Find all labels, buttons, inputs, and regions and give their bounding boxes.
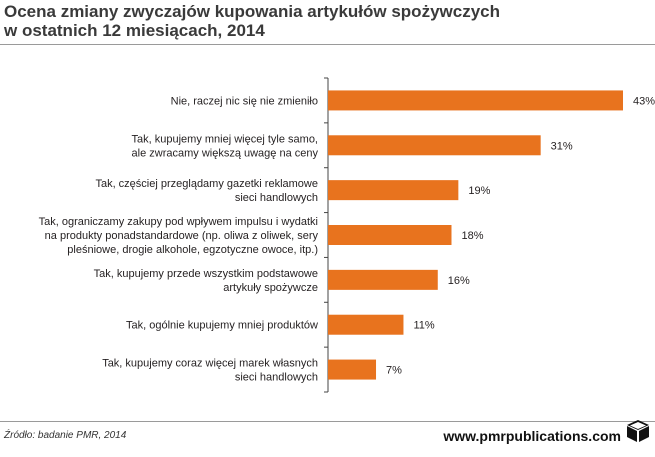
data-label-0: 43% <box>633 95 655 107</box>
category-label-line: sieci handlowych <box>235 372 318 384</box>
data-label-4: 16% <box>448 275 470 287</box>
data-label-1: 31% <box>551 140 573 152</box>
top-divider <box>0 44 655 45</box>
category-label-line: Tak, ogólnie kupujemy mniej produktów <box>126 320 318 332</box>
bar-1 <box>328 135 541 156</box>
data-label-6: 7% <box>386 365 402 377</box>
category-label-line: sieci handlowych <box>235 192 318 204</box>
category-label-6: Tak, kupujemy coraz więcej marek własnyc… <box>102 358 318 384</box>
title-line-1: Ocena zmiany zwyczajów kupowania artykuł… <box>4 2 500 21</box>
data-label-3: 18% <box>461 230 483 242</box>
bar-5 <box>328 314 404 335</box>
category-label-line: Tak, częściej przeglądamy gazetki reklam… <box>95 178 318 190</box>
pmr-cube-logo-icon <box>627 420 649 442</box>
bar-6 <box>328 359 377 380</box>
bar-2 <box>328 180 459 201</box>
category-label-3: Tak, ograniczamy zakupy pod wpływem impu… <box>39 216 319 256</box>
website-link[interactable]: www.pmrpublications.com <box>443 428 621 444</box>
category-label-4: Tak, kupujemy przede wszystkim podstawow… <box>94 268 318 294</box>
category-label-line: Tak, kupujemy mniej więcej tyle samo, <box>132 133 318 145</box>
category-label-line: Nie, raczej nic się nie zmieniło <box>171 95 318 107</box>
bar-3 <box>328 225 452 245</box>
title-line-2: w ostatnich 12 miesiącach, 2014 <box>4 21 265 40</box>
source-note: Źródło: badanie PMR, 2014 <box>4 430 127 441</box>
chart-title: Ocena zmiany zwyczajów kupowania artykuł… <box>4 2 644 40</box>
data-label-2: 19% <box>468 185 490 197</box>
category-label-5: Tak, ogólnie kupujemy mniej produktów <box>126 320 318 332</box>
category-label-line: Tak, ograniczamy zakupy pod wpływem impu… <box>39 216 318 228</box>
category-label-line: ale zwracamy większą uwagę na ceny <box>132 147 319 159</box>
category-label-line: na produkty ponadstandardowe (np. oliwa … <box>45 230 319 242</box>
category-label-line: Tak, kupujemy przede wszystkim podstawow… <box>94 268 318 280</box>
bottom-divider <box>0 421 655 422</box>
category-label-1: Tak, kupujemy mniej więcej tyle samo, ale… <box>132 133 319 159</box>
category-label-line: pleśniowe, drogie alkohole, egzotyczne o… <box>67 244 318 256</box>
category-label-2: Tak, częściej przeglądamy gazetki reklam… <box>95 178 318 204</box>
category-label-0: Nie, raczej nic się nie zmieniło <box>171 95 318 107</box>
data-label-5: 11% <box>413 320 434 332</box>
category-label-line: artykuły spożywcze <box>223 282 318 294</box>
bar-0 <box>328 90 623 111</box>
category-label-line: Tak, kupujemy coraz więcej marek własnyc… <box>102 358 318 370</box>
bar-4 <box>328 269 438 290</box>
